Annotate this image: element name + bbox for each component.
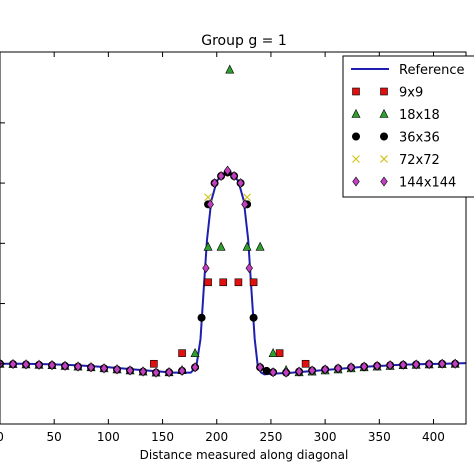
x-tick-label: 50 [47,430,62,444]
legend-label: 72x72 [399,153,440,168]
data-point-9x9 [249,278,258,287]
data-point-36x36 [249,313,258,322]
x-tick-label: 150 [151,430,174,444]
data-point-18x18 [203,241,213,251]
data-point-18x18 [190,347,200,357]
data-point-144x144 [236,178,245,189]
data-point-144x144 [152,367,160,378]
legend-swatch-marker [379,132,388,141]
data-point-144x144 [334,363,342,374]
data-point-144x144 [412,359,420,370]
data-point-144x144 [347,362,355,373]
data-point-144x144 [165,367,173,378]
data-point-9x9 [301,359,310,368]
x-axis-ticks: 0 50 100 150 200 250 300 350 400 [0,52,445,444]
data-point-144x144 [61,360,69,371]
data-point-144x144 [308,365,316,376]
data-point-144x144 [126,365,134,376]
data-point-144x144 [206,199,214,210]
data-point-144x144 [230,170,238,182]
x-tick-label: 400 [422,430,445,444]
chart-title: Group g = 1 [201,33,287,49]
data-point-36x36 [197,313,206,322]
data-point-144x144 [48,360,56,371]
x-tick-label: 0 [0,430,4,444]
y-axis-ticks [0,122,5,365]
x-axis-label: Distance measured along diagonal [140,448,349,462]
data-point-144x144 [451,358,459,369]
data-point-144x144 [425,359,433,370]
series-line-reference [0,171,466,376]
legend: Reference 9x9 18x18 36x36 72x72 144x144 [342,55,474,198]
legend-label: 18x18 [399,108,440,123]
legend-swatch-marker [352,176,360,187]
data-point-144x144 [178,365,186,376]
data-point-18x18 [255,241,265,251]
data-point-144x144 [360,361,368,372]
data-point-144x144 [282,367,290,378]
data-point-144x144 [74,361,82,372]
data-point-36x36 [262,366,271,375]
data-point-9x9 [150,359,158,368]
data-point-144x144 [100,363,108,374]
data-point-144x144 [399,359,407,370]
x-tick-label: 200 [205,430,228,444]
legend-label: 9x9 [399,86,423,101]
data-point-144x144 [386,360,394,371]
legend-label: 144x144 [399,176,456,191]
data-point-144x144 [202,263,210,274]
x-tick-label: 250 [259,430,282,444]
data-point-72x72 [204,193,212,202]
legend-swatch-marker [351,108,361,118]
data-point-144x144 [113,364,121,375]
legend-swatch-marker [379,108,389,118]
legend-swatch-marker [380,87,388,96]
legend-swatch-marker [352,155,360,163]
legend-label: 36x36 [399,131,440,146]
data-point-144x144 [35,359,43,370]
data-point-9x9 [204,278,212,287]
data-point-72x72 [243,193,252,202]
x-tick-label: 100 [97,430,120,444]
data-point-144x144 [241,199,249,210]
legend-box [342,55,474,198]
data-point-18x18 [216,241,226,251]
legend-swatch-marker [351,132,360,141]
data-point-18x18 [242,241,252,251]
legend-swatch-marker [352,87,360,96]
data-point-9x9 [275,349,284,357]
data-point-144x144 [191,362,199,373]
data-point-144x144 [22,359,30,370]
data-point-144x144 [87,362,95,373]
data-point-144x144 [321,364,329,375]
data-point-144x144 [269,367,277,378]
data-point-144x144 [210,178,219,189]
data-point-144x144 [438,358,446,369]
data-point-9x9 [219,278,228,287]
plot-area [0,64,466,378]
x-tick-label: 300 [314,430,337,444]
data-point-9x9 [234,278,243,287]
legend-swatch-marker [380,176,388,187]
data-point-144x144 [245,263,253,274]
data-point-144x144 [217,170,225,182]
data-point-144x144 [9,359,17,370]
x-tick-label: 350 [368,430,391,444]
plot-frame [0,51,467,425]
data-point-18x18 [225,64,235,74]
legend-label: Reference [399,63,464,78]
data-point-144x144 [295,366,303,377]
data-point-144x144 [373,360,381,371]
data-point-144x144 [139,366,147,377]
legend-swatch-marker [380,155,388,163]
data-point-9x9 [178,349,186,357]
data-point-18x18 [268,347,278,357]
data-point-144x144 [256,362,264,373]
data-point-144x144 [223,165,232,176]
